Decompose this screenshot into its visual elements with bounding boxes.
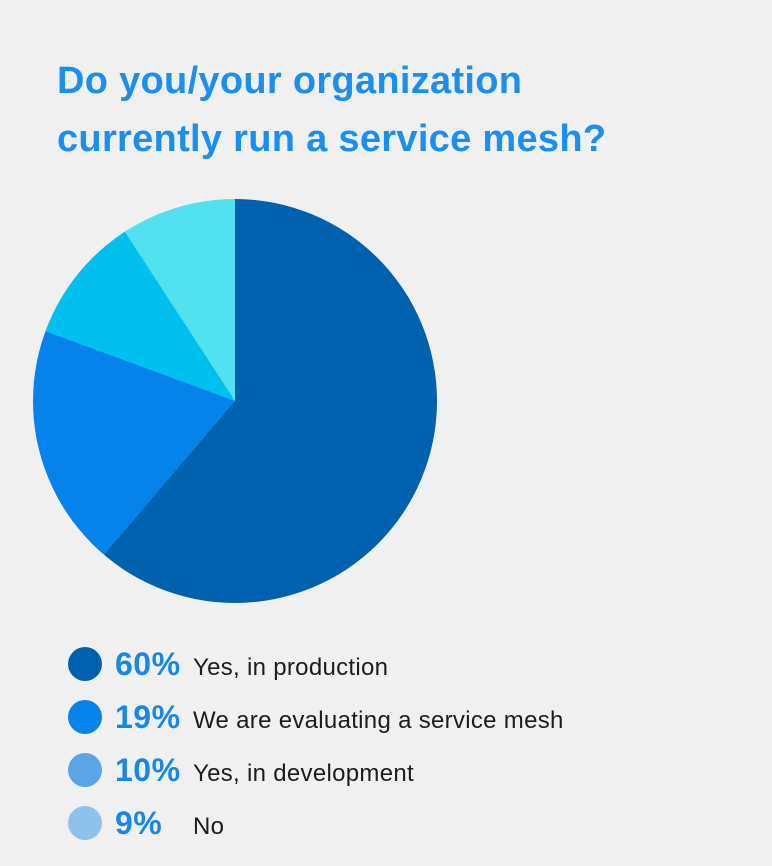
legend-item-yes-in-development: 10% Yes, in development bbox=[68, 752, 564, 788]
page-title-line-1: Do you/your organization bbox=[57, 60, 523, 102]
legend-label: Yes, in production bbox=[193, 654, 389, 681]
pie-chart bbox=[33, 199, 437, 603]
legend-label: No bbox=[193, 813, 225, 840]
chart-legend: 60% Yes, in production 19% We are evalua… bbox=[68, 646, 564, 841]
page-title-line-2: currently run a service mesh? bbox=[57, 118, 607, 160]
legend-label: We are evaluating a service mesh bbox=[193, 707, 564, 734]
legend-percent: 19% bbox=[115, 699, 181, 735]
legend-dot bbox=[68, 700, 102, 734]
legend-item-evaluating: 19% We are evaluating a service mesh bbox=[68, 699, 564, 735]
legend-item-no: 9% No bbox=[68, 805, 564, 841]
legend-item-yes-in-production: 60% Yes, in production bbox=[68, 646, 564, 682]
legend-percent: 10% bbox=[115, 752, 181, 788]
page-title: Do you/your organization currently run a… bbox=[57, 52, 606, 168]
legend-dot bbox=[68, 647, 102, 681]
legend-percent: 60% bbox=[115, 646, 181, 682]
legend-percent: 9% bbox=[115, 805, 163, 841]
legend-dot bbox=[68, 806, 102, 840]
legend-label: Yes, in development bbox=[193, 760, 414, 787]
legend-dot bbox=[68, 753, 102, 787]
